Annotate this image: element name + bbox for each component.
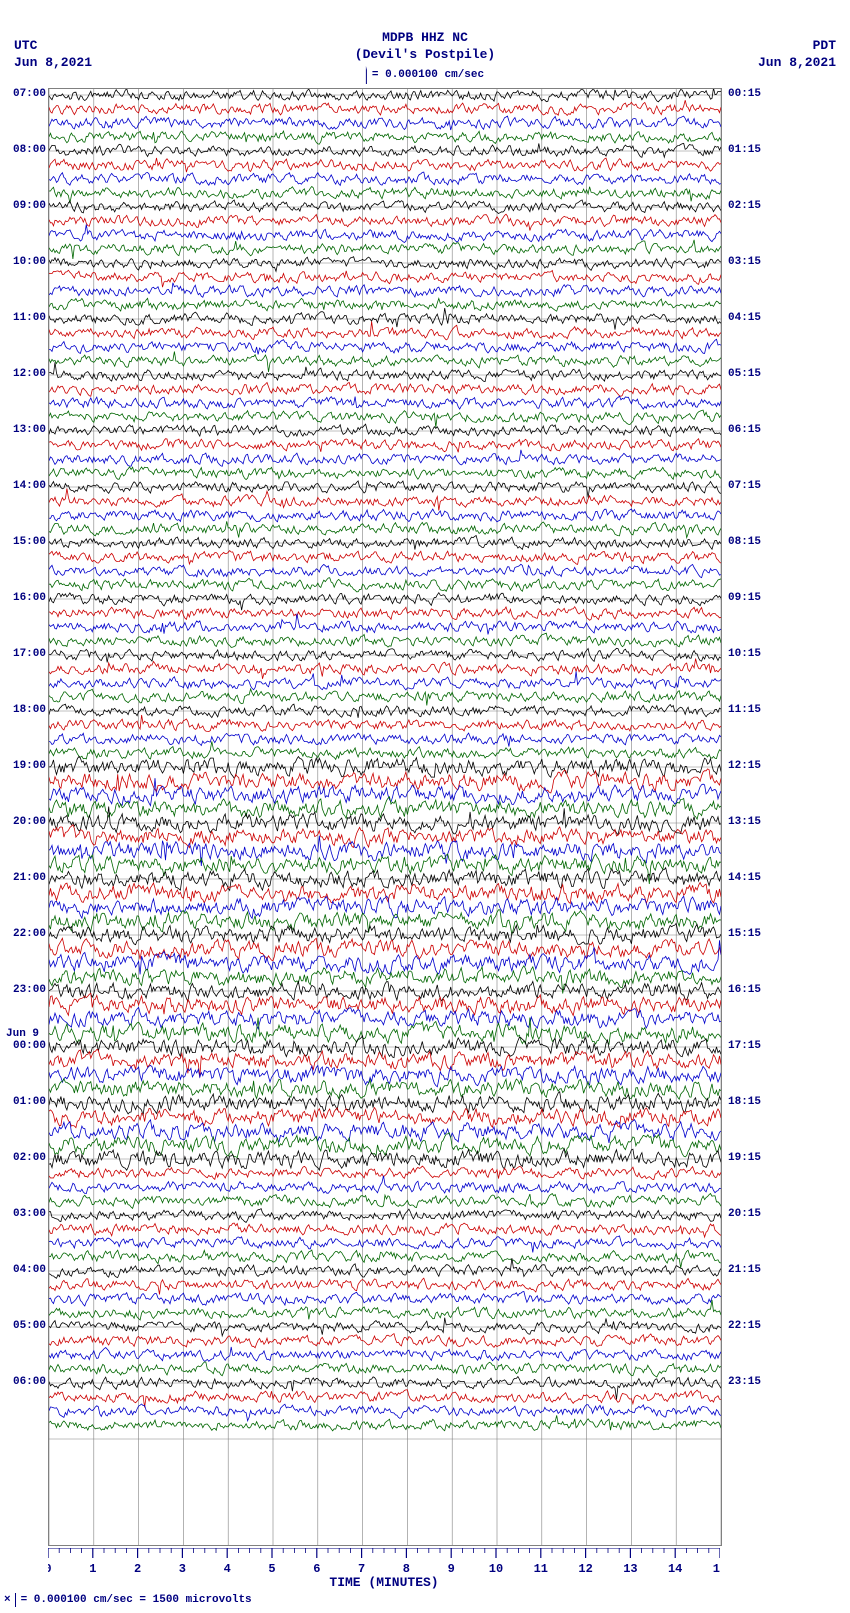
svg-text:2: 2 — [134, 1562, 141, 1576]
left-time-label: 23:00 — [10, 984, 46, 996]
svg-text:13: 13 — [623, 1562, 637, 1576]
seismogram-plot — [48, 88, 722, 1546]
left-time-label: 22:00 — [10, 928, 46, 940]
right-time-label: 14:15 — [728, 872, 764, 884]
left-time-label: 10:00 — [10, 256, 46, 268]
left-time-label: 03:00 — [10, 1208, 46, 1220]
svg-text:6: 6 — [313, 1562, 320, 1576]
right-time-label: 01:15 — [728, 144, 764, 156]
left-time-label: 15:00 — [10, 536, 46, 548]
left-time-label: 17:00 — [10, 648, 46, 660]
left-time-label: 16:00 — [10, 592, 46, 604]
left-time-label: 19:00 — [10, 760, 46, 772]
right-time-label: 06:15 — [728, 424, 764, 436]
svg-text:14: 14 — [668, 1562, 682, 1576]
day-marker: Jun 9 — [6, 1028, 39, 1040]
left-time-label: 02:00 — [10, 1152, 46, 1164]
station-code: MDPB HHZ NC — [0, 30, 850, 47]
svg-text:10: 10 — [489, 1562, 503, 1576]
header-center: MDPB HHZ NC (Devil's Postpile) — [0, 30, 850, 64]
scale-text: = 0.000100 cm/sec — [372, 69, 484, 81]
right-time-label: 20:15 — [728, 1208, 764, 1220]
svg-text:9: 9 — [448, 1562, 455, 1576]
left-time-label: 12:00 — [10, 368, 46, 380]
right-time-label: 09:15 — [728, 592, 764, 604]
left-time-label: 20:00 — [10, 816, 46, 828]
right-time-label: 04:15 — [728, 312, 764, 324]
svg-text:1: 1 — [89, 1562, 96, 1576]
svg-text:15: 15 — [713, 1562, 720, 1576]
left-time-label: 14:00 — [10, 480, 46, 492]
right-time-label: 13:15 — [728, 816, 764, 828]
svg-text:5: 5 — [268, 1562, 275, 1576]
left-time-label: 18:00 — [10, 704, 46, 716]
left-time-label: 08:00 — [10, 144, 46, 156]
right-time-label: 11:15 — [728, 704, 764, 716]
right-time-label: 03:15 — [728, 256, 764, 268]
left-time-label: 00:00 — [10, 1040, 46, 1052]
right-time-label: 15:15 — [728, 928, 764, 940]
left-time-label: 06:00 — [10, 1376, 46, 1388]
footer-scale: × = 0.000100 cm/sec = 1500 microvolts — [4, 1593, 252, 1607]
svg-text:7: 7 — [358, 1562, 365, 1576]
right-time-label: 00:15 — [728, 88, 764, 100]
svg-text:12: 12 — [578, 1562, 592, 1576]
seismogram-container: UTC Jun 8,2021 MDPB HHZ NC (Devil's Post… — [0, 0, 850, 1613]
left-time-label: 04:00 — [10, 1264, 46, 1276]
right-time-label: 19:15 — [728, 1152, 764, 1164]
left-time-label: 01:00 — [10, 1096, 46, 1108]
left-time-label: 05:00 — [10, 1320, 46, 1332]
right-time-label: 10:15 — [728, 648, 764, 660]
footer-prefix: × — [4, 1594, 11, 1606]
right-time-label: 08:15 — [728, 536, 764, 548]
svg-text:11: 11 — [534, 1562, 548, 1576]
svg-text:0: 0 — [48, 1562, 52, 1576]
right-time-label: 17:15 — [728, 1040, 764, 1052]
x-axis-label: TIME (MINUTES) — [48, 1575, 720, 1590]
right-time-label: 16:15 — [728, 984, 764, 996]
left-time-label: 09:00 — [10, 200, 46, 212]
left-time-label: 13:00 — [10, 424, 46, 436]
header-right: PDT Jun 8,2021 — [758, 38, 836, 72]
left-time-label: 21:00 — [10, 872, 46, 884]
scale-bar-top: = 0.000100 cm/sec — [366, 66, 484, 84]
svg-text:8: 8 — [403, 1562, 410, 1576]
svg-text:4: 4 — [224, 1562, 231, 1576]
tz-right-date: Jun 8,2021 — [758, 55, 836, 72]
right-time-label: 22:15 — [728, 1320, 764, 1332]
right-time-label: 07:15 — [728, 480, 764, 492]
scale-tick-icon — [15, 1593, 17, 1607]
footer-text: = 0.000100 cm/sec = 1500 microvolts — [21, 1594, 252, 1606]
scale-tick-icon — [366, 66, 368, 84]
right-time-label: 23:15 — [728, 1376, 764, 1388]
right-time-label: 05:15 — [728, 368, 764, 380]
right-time-label: 12:15 — [728, 760, 764, 772]
station-location: (Devil's Postpile) — [0, 47, 850, 64]
right-time-label: 21:15 — [728, 1264, 764, 1276]
tz-right-label: PDT — [758, 38, 836, 55]
left-time-label: 07:00 — [10, 88, 46, 100]
right-time-label: 18:15 — [728, 1096, 764, 1108]
right-time-label: 02:15 — [728, 200, 764, 212]
svg-text:3: 3 — [179, 1562, 186, 1576]
left-time-label: 11:00 — [10, 312, 46, 324]
